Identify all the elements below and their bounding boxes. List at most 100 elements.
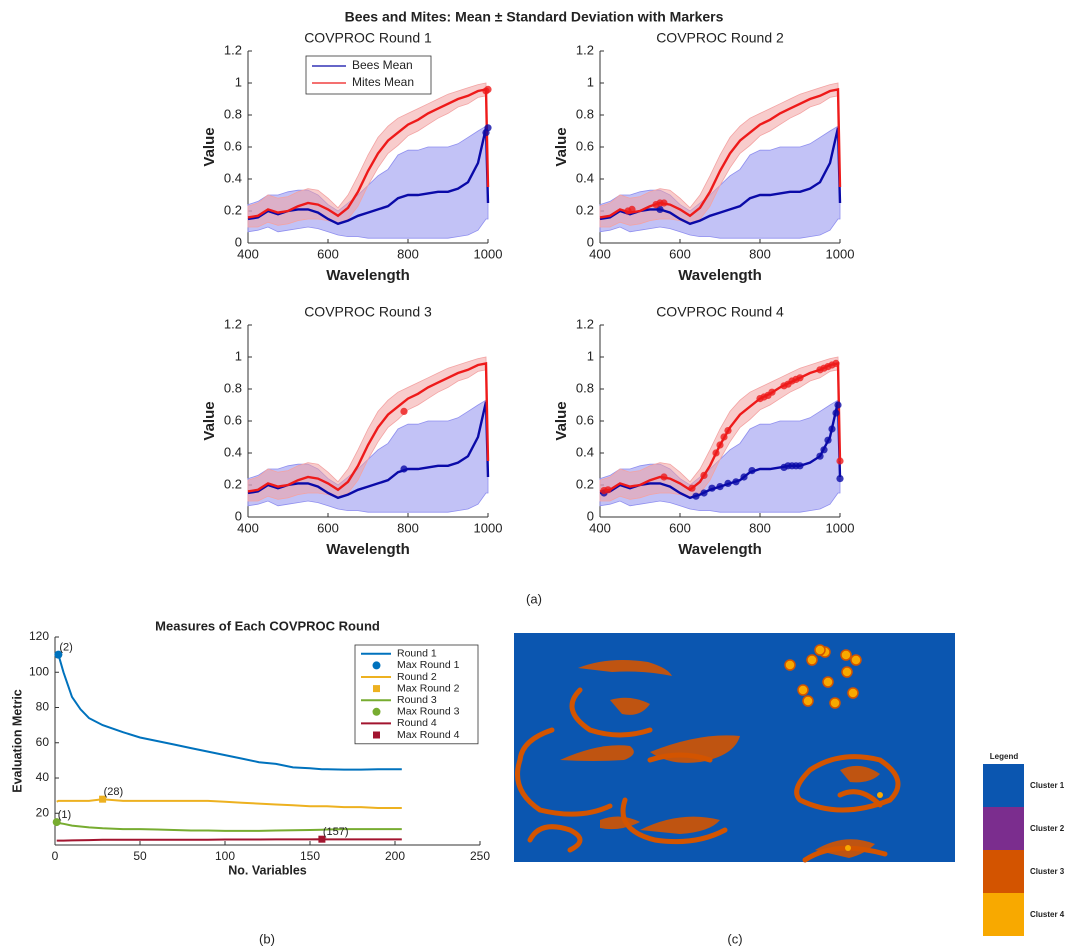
x-tick-label: 1000 (474, 520, 503, 535)
y-tick-label: 80 (36, 700, 50, 714)
selected-marker (628, 206, 635, 213)
x-tick-label: 600 (317, 246, 339, 261)
legend-swatch (373, 685, 380, 692)
chart-title: COVPROC Round 4 (656, 304, 784, 320)
chart-title: COVPROC Round 1 (304, 30, 432, 46)
y-tick-label: 0.2 (224, 476, 242, 491)
y-tick-label: 0.4 (576, 170, 594, 185)
legend-label: Cluster 4 (1030, 910, 1065, 919)
selected-marker (720, 433, 727, 440)
selected-marker (724, 480, 731, 487)
cluster-region (841, 650, 851, 660)
figure: Bees and Mites: Mean ± Standard Deviatio… (0, 0, 1068, 952)
y-axis-label: Value (201, 401, 218, 440)
x-tick-label: 1000 (474, 246, 503, 261)
x-tick-label: 800 (749, 246, 771, 261)
x-tick-label: 400 (589, 246, 611, 261)
selected-marker (796, 462, 803, 469)
x-tick-label: 200 (385, 849, 405, 863)
chart-title: Measures of Each COVPROC Round (155, 618, 380, 633)
x-tick-label: 400 (237, 520, 259, 535)
selected-marker (660, 199, 667, 206)
selected-marker (834, 401, 841, 408)
selected-marker (700, 489, 707, 496)
y-tick-label: 0.4 (224, 170, 242, 185)
selected-marker (700, 472, 707, 479)
series-line (57, 839, 402, 840)
selected-marker (484, 86, 491, 93)
y-tick-label: 1 (235, 348, 242, 363)
legend-label: Max Round 4 (397, 729, 460, 741)
y-tick-label: 40 (36, 770, 50, 784)
y-tick-label: 0.2 (576, 202, 594, 217)
cluster-region (798, 685, 808, 695)
page: {"figures": [ {"title": "Bees and Mites:… (0, 0, 1068, 952)
y-axis-label: Value (553, 127, 570, 166)
y-tick-label: 1.2 (576, 42, 594, 57)
cluster-region (823, 677, 833, 687)
x-axis-label: Wavelength (326, 541, 410, 558)
legend-label: Max Round 1 (397, 659, 460, 671)
y-tick-label: 1.2 (224, 42, 242, 57)
y-tick-label: 0.2 (224, 202, 242, 217)
chart-title: COVPROC Round 2 (656, 30, 784, 46)
selected-marker (824, 437, 831, 444)
point-label: (1) (58, 809, 71, 821)
legend-swatch (983, 764, 1024, 807)
y-tick-label: 0.2 (576, 476, 594, 491)
x-axis-label: Wavelength (678, 267, 762, 284)
cluster-region (877, 792, 883, 798)
y-tick-label: 0.8 (224, 380, 242, 395)
y-tick-label: 0.8 (576, 106, 594, 121)
y-axis-label: Value (201, 127, 218, 166)
selected-marker (716, 483, 723, 490)
y-tick-label: 1 (235, 74, 242, 89)
x-tick-label: 1000 (826, 520, 855, 535)
cluster-region (845, 845, 851, 851)
selected-marker (604, 486, 611, 493)
y-tick-label: 0.4 (224, 444, 242, 459)
x-tick-label: 250 (470, 849, 490, 863)
series-line (57, 799, 402, 808)
y-tick-label: 1 (587, 348, 594, 363)
selected-marker (748, 467, 755, 474)
y-tick-label: 0.8 (224, 106, 242, 121)
cluster-region (851, 655, 861, 665)
legend-label: Mites Mean (352, 75, 414, 89)
selected-marker (400, 465, 407, 472)
x-tick-label: 400 (237, 246, 259, 261)
legend-label: Cluster 1 (1030, 781, 1065, 790)
x-tick-label: 0 (52, 849, 59, 863)
x-tick-label: 100 (215, 849, 235, 863)
legend-swatch (373, 732, 380, 739)
y-tick-label: 0.6 (576, 412, 594, 427)
caption: (a) (526, 591, 542, 606)
legend-label: Cluster 2 (1030, 824, 1065, 833)
x-tick-label: 800 (749, 520, 771, 535)
cluster-region (785, 660, 795, 670)
point-label: (2) (59, 642, 72, 654)
y-tick-label: 0.4 (576, 444, 594, 459)
legend-label: Cluster 3 (1030, 867, 1065, 876)
selected-marker (832, 360, 839, 367)
selected-marker (484, 124, 491, 131)
legend-label: Bees Mean (352, 58, 413, 72)
selected-marker (692, 493, 699, 500)
selected-marker (828, 425, 835, 432)
y-tick-label: 1 (587, 74, 594, 89)
selected-marker (708, 485, 715, 492)
y-tick-label: 0.6 (224, 138, 242, 153)
legend-swatch (983, 807, 1024, 850)
legend-label: Round 1 (397, 648, 437, 660)
x-axis-label: Wavelength (326, 267, 410, 284)
selected-marker (836, 457, 843, 464)
selected-marker (832, 409, 839, 416)
y-tick-label: 0.8 (576, 380, 594, 395)
selected-marker (660, 473, 667, 480)
x-tick-label: 600 (669, 520, 691, 535)
point-label: (28) (104, 786, 124, 798)
y-tick-label: 1.2 (224, 316, 242, 331)
legend-swatch (373, 661, 381, 669)
y-tick-label: 0.6 (224, 412, 242, 427)
chart-title: COVPROC Round 3 (304, 304, 432, 320)
